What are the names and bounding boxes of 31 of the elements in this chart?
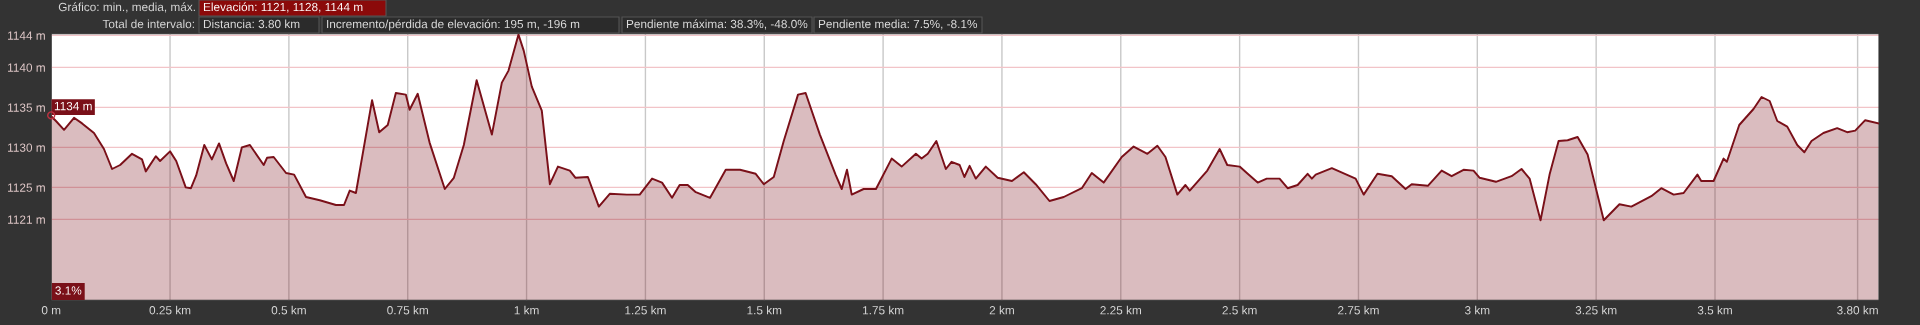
y-tick-label: 1121 m xyxy=(8,215,45,224)
x-tick-label: 1.25 km xyxy=(625,305,666,315)
y-tick-label: 1144 m xyxy=(8,31,45,40)
x-tick-label: 3.80 km xyxy=(1837,305,1878,315)
x-tick-label: 0.5 km xyxy=(271,305,306,315)
x-tick-label: 2.25 km xyxy=(1100,305,1141,315)
x-tick-label: 2.75 km xyxy=(1338,305,1379,315)
x-tick-label: 3 km xyxy=(1464,305,1490,315)
text: Pendiente media: 7.5%, -8.1% xyxy=(818,19,978,30)
y-tick-label: 1135 m xyxy=(8,103,45,112)
text: Gráfico: min., media, máx. xyxy=(58,2,195,13)
x-tick-label: 3.5 km xyxy=(1697,305,1732,315)
text: Incremento/pérdida de elevación: 195 m, -196 m xyxy=(327,19,580,31)
y-tick-label: 1125 m xyxy=(8,183,45,192)
text: Elevación: 1121, 1128, 1144 m xyxy=(203,2,363,13)
y-tick-label: 1140 m xyxy=(8,63,45,72)
x-tick-label: 0.25 km xyxy=(149,305,191,315)
annotation: 3.1% xyxy=(55,286,82,295)
x-tick-label: 2.5 km xyxy=(1222,305,1257,315)
x-tick-label: 1.75 km xyxy=(863,305,904,315)
annotation: 1134 m xyxy=(54,101,92,111)
x-tick-label: 1 km xyxy=(514,305,539,315)
text: Pendiente máxima: 38.3%, -48.0% xyxy=(626,19,808,30)
text: Distancia: 3.80 km xyxy=(203,19,300,29)
x-tick-label: 1.5 km xyxy=(747,305,782,315)
x-tick-label: 2 km xyxy=(989,305,1014,315)
x-tick-label: 3.25 km xyxy=(1575,305,1617,315)
x-tick-label: 0 m xyxy=(41,306,61,315)
x-tick-label: 0.75 km xyxy=(387,305,428,315)
y-tick-label: 1130 m xyxy=(8,143,45,152)
text: Total de intervalo: xyxy=(102,19,194,29)
